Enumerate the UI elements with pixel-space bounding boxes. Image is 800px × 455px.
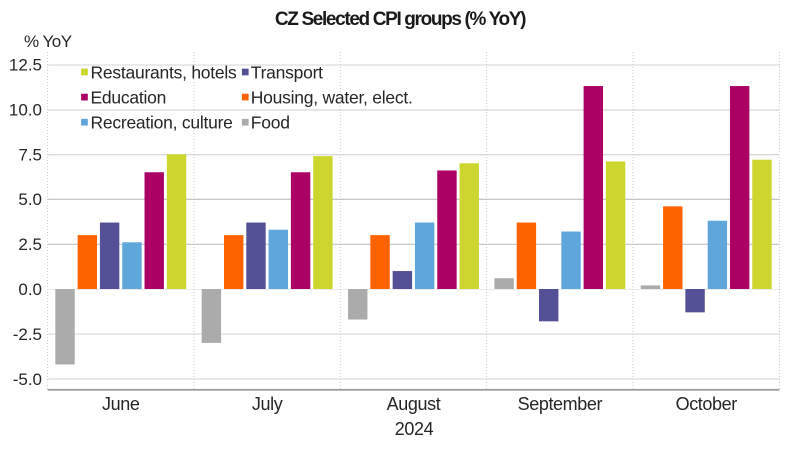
svg-text:% YoY: % YoY <box>24 32 72 51</box>
svg-text:CZ Selected CPI groups (% YoY): CZ Selected CPI groups (% YoY) <box>275 9 526 30</box>
svg-text:August: August <box>387 394 441 414</box>
svg-text:September: September <box>518 394 603 414</box>
svg-text:2024: 2024 <box>395 419 434 439</box>
svg-text:Transport: Transport <box>251 62 323 82</box>
svg-text:Housing, water, elect.: Housing, water, elect. <box>251 87 413 107</box>
svg-text:Recreation, culture: Recreation, culture <box>91 113 233 133</box>
svg-text:0.0: 0.0 <box>18 280 42 299</box>
svg-text:-5.0: -5.0 <box>13 370 42 389</box>
svg-text:5.0: 5.0 <box>18 190 42 209</box>
svg-text:10.0: 10.0 <box>9 100 42 119</box>
svg-text:Food: Food <box>251 113 290 133</box>
svg-text:June: June <box>102 394 140 414</box>
svg-text:2.5: 2.5 <box>18 235 42 254</box>
svg-text:Restaurants, hotels: Restaurants, hotels <box>91 62 238 82</box>
svg-text:October: October <box>676 394 738 414</box>
svg-text:7.5: 7.5 <box>18 145 42 164</box>
svg-text:July: July <box>252 394 283 414</box>
svg-text:12.5: 12.5 <box>9 56 42 75</box>
svg-text:-2.5: -2.5 <box>13 325 42 344</box>
svg-text:Education: Education <box>91 87 167 107</box>
